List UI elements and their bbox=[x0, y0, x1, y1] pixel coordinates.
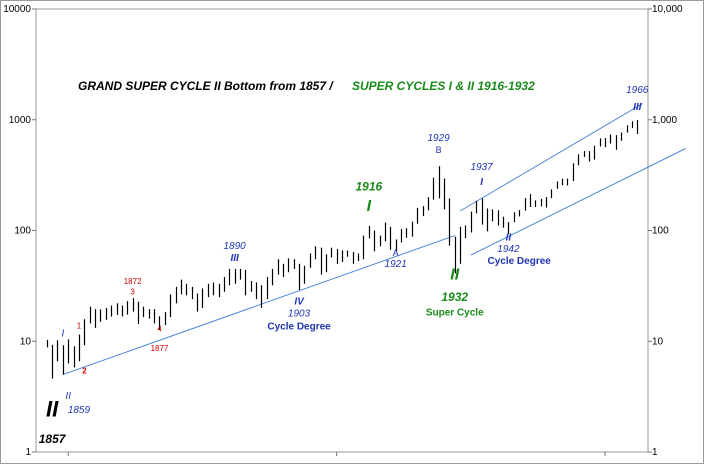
wave-annotation: 1903 bbox=[288, 308, 311, 319]
wave-annotation: 4 bbox=[157, 324, 162, 333]
trendline bbox=[459, 103, 643, 212]
y-tick-label-left: 1 bbox=[25, 447, 31, 458]
wave-annotation: 1877 bbox=[151, 344, 169, 353]
wave-annotation: A bbox=[393, 248, 399, 258]
wave-annotation: I bbox=[367, 198, 372, 215]
y-tick-label-left: 10000 bbox=[3, 4, 31, 15]
wave-annotation: 1872 bbox=[124, 277, 142, 286]
wave-annotation: III bbox=[230, 253, 239, 264]
wave-annotation: 1916 bbox=[355, 179, 382, 193]
wave-annotation: 1937 bbox=[470, 162, 493, 173]
y-tick-label-right: 10,000 bbox=[652, 4, 683, 15]
y-tick-label-right: 1 bbox=[652, 447, 658, 458]
wave-annotation: 2 bbox=[82, 367, 87, 376]
y-tick-label-right: 10 bbox=[652, 336, 664, 347]
wave-annotation: II bbox=[506, 233, 512, 244]
wave-annotation: 1942 bbox=[497, 244, 520, 255]
wave-annotation: Cycle Degree bbox=[487, 256, 551, 267]
wave-annotation: Super Cycle bbox=[426, 308, 484, 319]
y-tick-label-left: 1000 bbox=[9, 115, 32, 126]
trendlines bbox=[62, 103, 686, 376]
wave-annotation: 1890 bbox=[224, 241, 247, 252]
y-tick-label-left: 10 bbox=[20, 336, 32, 347]
wave-annotation: IV bbox=[294, 296, 305, 307]
plot-area-border bbox=[35, 8, 649, 453]
trendline bbox=[470, 148, 686, 256]
wave-annotation: II bbox=[46, 396, 59, 421]
y-tick-label-right: 1,000 bbox=[652, 115, 677, 126]
wave-annotation: III bbox=[633, 102, 642, 113]
y-tick-label-left: 100 bbox=[14, 226, 31, 237]
y-axis-ticks: 1 1 10 10 100 100 1000 1,000 10000 10,000 bbox=[3, 4, 683, 458]
wave-annotation: B bbox=[436, 145, 442, 155]
wave-annotation: 1859 bbox=[68, 405, 91, 416]
wave-annotation: 1857 bbox=[39, 432, 67, 446]
wave-annotation: 1 bbox=[77, 322, 82, 331]
chart-title-part1: GRAND SUPER CYCLE II Bottom from 1857 / bbox=[78, 79, 334, 93]
wave-annotation: 3 bbox=[130, 287, 135, 296]
wave-annotation: II bbox=[65, 391, 71, 402]
wave-annotations: II1857III18591218723418771890IIIIV1903Cy… bbox=[39, 85, 649, 446]
wave-annotation: 1966 bbox=[626, 85, 649, 96]
trendline bbox=[62, 235, 455, 376]
x-axis-ticks bbox=[67, 452, 606, 456]
chart-title-part2: SUPER CYCLES I & II 1916-1932 bbox=[352, 79, 535, 93]
wave-annotation: I bbox=[61, 329, 64, 340]
wave-annotation: I bbox=[480, 177, 483, 188]
wave-annotation: II bbox=[450, 267, 459, 284]
price-bars bbox=[46, 119, 639, 379]
wave-annotation: 1932 bbox=[441, 290, 468, 304]
wave-annotation: 1929 bbox=[428, 133, 451, 144]
y-tick-label-right: 100 bbox=[652, 226, 669, 237]
wave-annotation: 1921 bbox=[385, 259, 407, 270]
wave-annotation: Cycle Degree bbox=[267, 321, 331, 332]
